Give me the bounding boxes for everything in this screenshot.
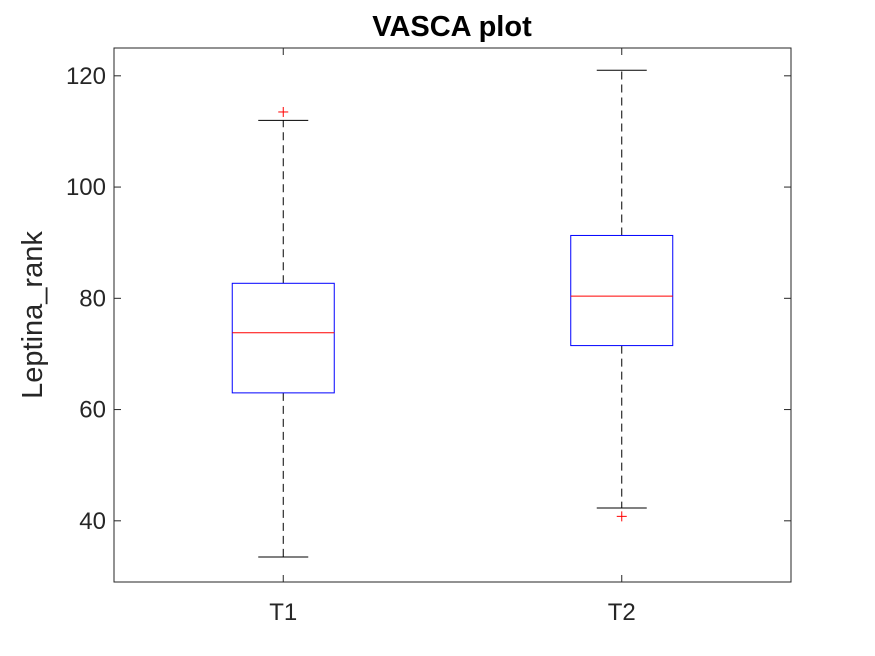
chart-title: VASCA plot (372, 11, 532, 43)
y-axis-label: Leptina_rank (17, 231, 49, 399)
box-group-t2 (570, 69, 674, 522)
box-group-t1 (231, 106, 335, 558)
plot-area (113, 47, 792, 583)
y-axis-ticks: 40 60 80 100 120 (66, 63, 791, 535)
y-tick-label: 80 (79, 285, 106, 312)
box-iqr (570, 234, 674, 347)
box-iqr (231, 282, 335, 394)
box-series (231, 69, 674, 558)
x-tick-label: T2 (608, 599, 636, 626)
x-axis-ticks: T1 T2 (269, 48, 636, 626)
y-tick-label: 40 (79, 508, 106, 535)
y-tick-label: 60 (79, 397, 106, 424)
x-tick-label: T1 (269, 599, 297, 626)
y-tick-label: 100 (66, 174, 106, 201)
y-tick-label: 120 (66, 63, 106, 90)
